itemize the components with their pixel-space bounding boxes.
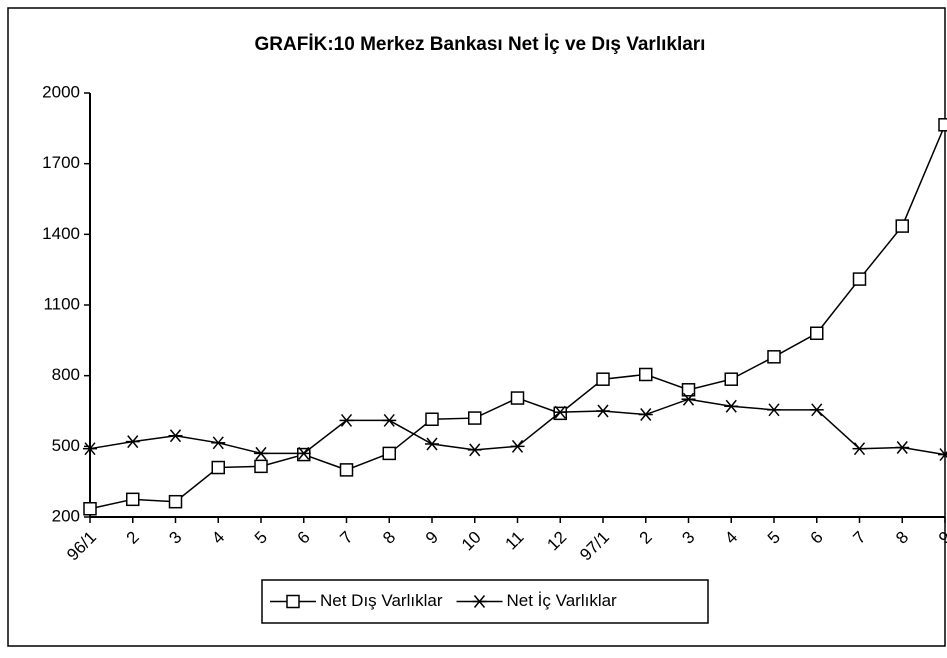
data-point [254,459,268,474]
data-point [83,442,97,456]
marker-stroke [939,451,947,462]
data-point [681,383,696,397]
y-tick-label: 1400 [42,224,80,243]
data-point [382,446,396,461]
data-point [852,272,867,286]
data-point [852,442,867,456]
data-point [125,435,140,449]
data-point [724,372,738,386]
data-point [767,403,781,417]
data-point [596,372,610,386]
chart-title: GRAFİK:10 Merkez Bankası Net İç ve Dış V… [255,34,706,55]
marker-stroke [127,435,139,449]
data-point [510,391,525,405]
y-tick-label: 2000 [42,82,80,101]
chart-frame [7,7,946,647]
marker-stroke [383,413,395,427]
data-point [168,429,183,443]
data-point [767,350,781,364]
data-point [339,413,354,427]
data-point [596,404,610,418]
data-point [895,219,909,233]
marker-stroke [169,429,182,443]
data-point [296,446,311,460]
marker-stroke [473,595,486,608]
data-point [83,502,97,516]
data-point [724,399,739,413]
data-point [168,494,183,509]
data-point [467,443,482,457]
marker-stroke [811,403,823,417]
data-point [809,403,824,417]
marker-stroke [511,439,524,453]
y-tick-label: 1700 [42,153,80,172]
legend-label: Net Dış Varlıklar [320,591,443,610]
marker-stroke [255,446,267,460]
data-point [254,446,268,460]
marker-stroke [682,392,695,406]
marker-stroke [853,442,866,456]
y-tick-label: 500 [52,436,80,455]
data-point [211,460,225,475]
data-point [510,439,525,453]
data-point [468,411,482,425]
y-tick-label: 1100 [43,294,80,313]
data-point [639,367,653,382]
marker-stroke [554,405,566,419]
marker-stroke [896,441,908,454]
data-point [938,118,947,132]
marker-stroke [597,404,609,418]
data-point [286,594,300,609]
marker-stroke [725,399,737,413]
marker-stroke [768,403,780,417]
y-tick-label: 200 [52,506,80,525]
marker-stroke [298,446,310,460]
data-point [126,492,140,507]
data-point [938,448,947,462]
data-point [472,595,487,608]
data-point [382,413,397,427]
marker-stroke [469,443,481,457]
data-point [810,326,824,341]
data-point [638,408,653,422]
marker-stroke [84,442,96,456]
marker-stroke [340,413,353,427]
marker-stroke [640,408,652,422]
data-point [339,463,354,477]
marker-stroke [426,437,438,451]
data-point [553,405,568,419]
legend-label: Net İç Varlıklar [507,591,618,610]
data-point [425,437,439,451]
data-point [895,441,910,454]
data-point [211,436,226,450]
y-tick-label: 800 [52,365,80,384]
data-point [681,392,696,406]
data-point [425,412,439,426]
marker-stroke [212,436,224,450]
